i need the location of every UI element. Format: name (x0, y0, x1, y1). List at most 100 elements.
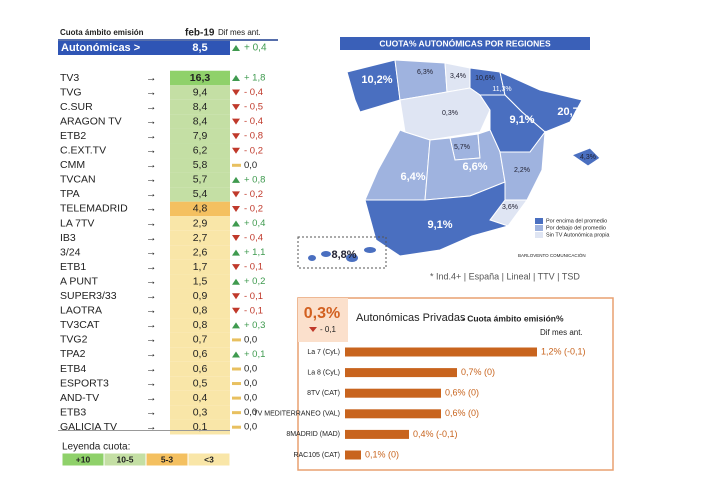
diff: - 0,2 (244, 145, 263, 156)
share: 16,3 (190, 72, 211, 84)
value-label: 0,6% (0) (445, 388, 479, 398)
diff: + 0,3 (244, 320, 265, 331)
category-label: 8TV (CAT) (307, 390, 340, 397)
share: 2,9 (193, 217, 208, 229)
share: 0,5 (193, 377, 208, 389)
share-cell (170, 99, 230, 115)
table-header-label: Cuota ámbito emisión (60, 28, 144, 37)
arrow: → (146, 217, 157, 229)
region-label: 6,4% (400, 171, 425, 183)
diff: - 0,1 (244, 305, 263, 316)
share-cell (170, 405, 230, 420)
canarias (308, 247, 376, 262)
arrow: → (146, 261, 157, 273)
arrow: → (146, 305, 157, 317)
map-legend-label: Por encima del promedio (546, 218, 607, 224)
share-cell (170, 172, 230, 188)
map-legend-label: Por debajo del promedio (546, 225, 606, 231)
arrow: → (146, 319, 157, 331)
share-cell (170, 143, 230, 159)
arrow: → (146, 232, 157, 244)
category-label: La 7 (CyL) (307, 349, 340, 356)
diff: + 0,4 (244, 218, 265, 229)
region-label: 10,6% (475, 75, 495, 82)
channel-name: 3/24 (60, 246, 81, 258)
region-label: 3,4% (450, 73, 466, 80)
channel-name: ESPORT3 (60, 377, 109, 389)
diff: - 0,4 (244, 116, 263, 127)
trend-down (232, 205, 240, 212)
value-label: 0,7% (0) (461, 367, 495, 377)
region-label: 20,7% (557, 106, 588, 118)
share: 1,7 (193, 261, 208, 273)
share: 0,3 (193, 406, 208, 418)
channel-name: ARAGON TV (60, 115, 122, 127)
trend-down (232, 307, 240, 314)
channel-name: GALICIA TV (60, 421, 117, 433)
share: 0,1 (193, 421, 208, 433)
map-legend-label: Sin TV Autonómica propia (546, 232, 610, 238)
total-trend (309, 327, 317, 332)
arrow: → (146, 348, 157, 360)
diff: 0,0 (244, 393, 257, 404)
table-rows: TV3 → 16,3 + 1,8 TVG → 9,4 - 0,4 C.SUR → 8,4 - 0,5 A… (60, 70, 265, 435)
region-baleares (570, 147, 601, 167)
map-legend-swatch (535, 232, 543, 238)
arrow: → (146, 174, 157, 186)
arrow: → (146, 392, 157, 404)
share-cell (170, 390, 230, 406)
legend-swatch (187, 452, 231, 467)
category-label: La 8 (CyL) (307, 369, 340, 376)
share-cell (170, 303, 230, 319)
legend-label: 10-5 (116, 454, 133, 464)
channel-name: AND-TV (60, 392, 99, 404)
share: 5,7 (193, 174, 208, 186)
diff: - 0,8 (244, 131, 263, 142)
arrow: → (146, 203, 157, 215)
channel-name: C.EXT.TV (60, 145, 106, 157)
value-label: 0,4% (-0,1) (413, 429, 458, 439)
channel-name: TPA (60, 188, 80, 200)
share-cell (170, 114, 230, 129)
share-cell (170, 216, 230, 231)
brand: BARLOVENTO COMUNICACIÓN (518, 252, 586, 258)
arrow: → (146, 115, 157, 127)
table-legend: +10 10-5 5-3 <3 (61, 452, 231, 467)
channel-name: TV3 (60, 72, 79, 84)
trend-flat (232, 163, 241, 167)
share: 2,7 (193, 232, 208, 244)
channel-name: TPA2 (60, 348, 86, 360)
share-cell (170, 128, 230, 144)
arrow: → (146, 406, 157, 418)
trend-up (232, 220, 240, 227)
share: 0,8 (193, 305, 208, 317)
map-title-band (340, 37, 590, 50)
trend-down (232, 264, 240, 271)
share: 0,8 (193, 319, 208, 331)
region-label: 11,3% (492, 86, 511, 93)
map-legend-swatch (535, 225, 543, 231)
trend-up (232, 75, 240, 81)
channel-name: A PUNT (60, 275, 99, 287)
map (346, 59, 601, 257)
category-label: 8MADRID (MAD) (286, 431, 340, 438)
trend-flat (232, 396, 241, 400)
share-cell (170, 318, 230, 333)
diff: 0,0 (244, 334, 257, 345)
table-header-period: feb-19 (185, 28, 215, 39)
diff: - 0,1 (244, 291, 263, 302)
arrow: → (146, 145, 157, 157)
diff: - 0,4 (244, 233, 263, 244)
region-label: 8,8% (331, 249, 356, 261)
channel-name: ETB1 (60, 261, 86, 273)
map-title: CUOTA% AUTONÓMICAS POR REGIONES (379, 37, 551, 48)
chart-frame (297, 297, 614, 471)
share: 8,4 (193, 115, 208, 127)
region-extremadura (364, 129, 431, 201)
arrow: → (146, 72, 157, 84)
trend-up (232, 278, 240, 285)
arrow: → (146, 377, 157, 389)
diff: + 0,2 (244, 276, 265, 287)
share-cell (170, 259, 230, 275)
channel-name: TELEMADRID (60, 203, 128, 215)
